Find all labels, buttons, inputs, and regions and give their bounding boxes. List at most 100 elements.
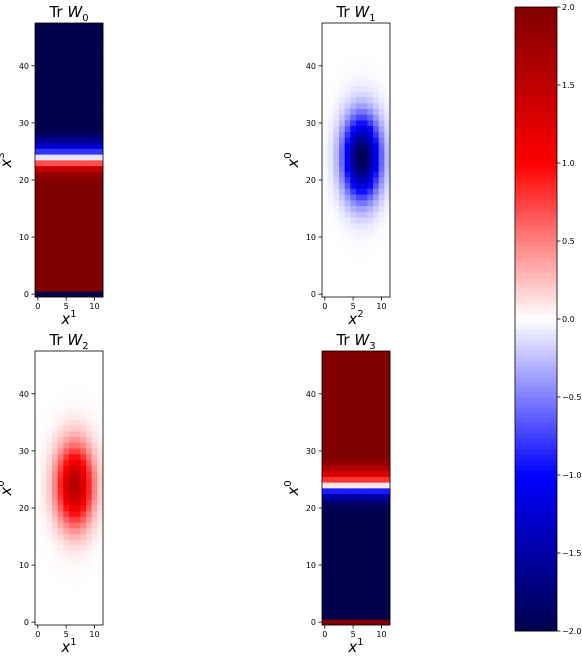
heatmap-cell (69, 80, 76, 87)
heatmap-cell (63, 228, 70, 235)
heatmap-cell (361, 430, 368, 437)
heatmap-cell (57, 505, 64, 512)
heatmap-cell (367, 262, 374, 269)
heatmap-cell (373, 602, 380, 609)
heatmap-cell (350, 408, 357, 415)
heatmap-cell (384, 137, 391, 144)
heatmap-cell (344, 425, 351, 432)
heatmap-cell (57, 148, 64, 155)
heatmap-cell (322, 137, 329, 144)
heatmap-cell (52, 239, 59, 246)
heatmap-cell (80, 234, 87, 241)
heatmap-cell (74, 28, 81, 35)
heatmap-cell (384, 368, 391, 375)
heatmap-cell (69, 268, 76, 275)
heatmap-cell (80, 34, 87, 41)
colorbar-segment (515, 469, 557, 476)
heatmap-cell (344, 362, 351, 369)
heatmap-cell (69, 607, 76, 614)
heatmap-cell (80, 550, 87, 557)
heatmap-cell (97, 205, 104, 212)
heatmap-cell (86, 539, 93, 546)
colorbar-segment (515, 168, 557, 174)
heatmap-cell (373, 279, 380, 286)
heatmap-cell (40, 97, 47, 104)
heatmap-cell (333, 165, 340, 172)
heatmap-cell (322, 470, 329, 477)
heatmap-cell (373, 522, 380, 529)
heatmap-cell (350, 379, 357, 386)
heatmap-cell (367, 607, 374, 614)
heatmap-cell (350, 102, 357, 109)
heatmap-cell (333, 239, 340, 246)
heatmap-cell (361, 619, 368, 626)
heatmap-cell (373, 596, 380, 603)
heatmap-cell (339, 396, 346, 403)
heatmap-cell (80, 28, 87, 35)
heatmap-cell (333, 45, 340, 52)
panel-xlabel-0: x1 (60, 309, 76, 328)
heatmap-cell (46, 114, 53, 121)
y-tick-label: 30 (306, 447, 316, 456)
heatmap-cell (35, 245, 42, 252)
heatmap-cell (384, 573, 391, 580)
heatmap-cell (350, 131, 357, 138)
heatmap-cell (322, 74, 329, 81)
heatmap-cell (384, 239, 391, 246)
heatmap-cell (373, 425, 380, 432)
heatmap-cell (35, 539, 42, 546)
heatmap-cell (327, 453, 334, 460)
heatmap-cell (63, 274, 70, 281)
heatmap-cell (333, 539, 340, 546)
heatmap-cell (327, 368, 334, 375)
heatmap-cell (356, 493, 363, 500)
heatmap-cell (327, 199, 334, 207)
heatmap-cell (74, 510, 81, 517)
heatmap-cell (361, 550, 368, 557)
heatmap-cell (333, 596, 340, 603)
heatmap-cell (69, 85, 76, 92)
heatmap-cell (74, 596, 81, 603)
heatmap-cell (373, 465, 380, 472)
heatmap-cell (344, 442, 351, 449)
axes-frame (321, 22, 391, 298)
heatmap-cell (63, 567, 70, 574)
heatmap-cell (356, 368, 363, 375)
heatmap-cell (46, 425, 53, 432)
heatmap-cell (367, 80, 374, 87)
heatmap-cell (384, 550, 391, 557)
heatmap-cell (327, 607, 334, 614)
heatmap-cell (333, 228, 340, 235)
heatmap-cell (40, 108, 47, 115)
heatmap-cell (91, 539, 98, 546)
heatmap-cell (367, 465, 374, 472)
heatmap-cell (40, 45, 47, 52)
heatmap-cell (74, 291, 81, 298)
heatmap-cell (86, 499, 93, 506)
heatmap-cell (97, 465, 104, 472)
heatmap-cell (86, 268, 93, 275)
heatmap-cell (361, 137, 368, 144)
heatmap-cell (373, 402, 380, 409)
heatmap-cell (339, 596, 346, 603)
heatmap-cell (367, 379, 374, 386)
heatmap-cell (333, 257, 340, 264)
colorbar-segment (515, 521, 557, 528)
heatmap-cell (52, 533, 59, 540)
heatmap-cell (86, 165, 93, 172)
heatmap-cell (97, 62, 104, 70)
heatmap-cell (69, 579, 76, 586)
heatmap-cell (63, 527, 70, 535)
heatmap-cell (52, 596, 59, 603)
heatmap-cell (367, 385, 374, 392)
heatmap-cell (367, 125, 374, 132)
heatmap-cell (339, 579, 346, 586)
heatmap-cell (57, 368, 64, 375)
heatmap-cell (322, 362, 329, 369)
heatmap-cell (350, 590, 357, 597)
heatmap-cell (322, 590, 329, 597)
heatmap-cell (333, 545, 340, 552)
heatmap-cell (384, 613, 391, 620)
heatmap-cell (80, 573, 87, 580)
heatmap-cell (367, 142, 374, 149)
